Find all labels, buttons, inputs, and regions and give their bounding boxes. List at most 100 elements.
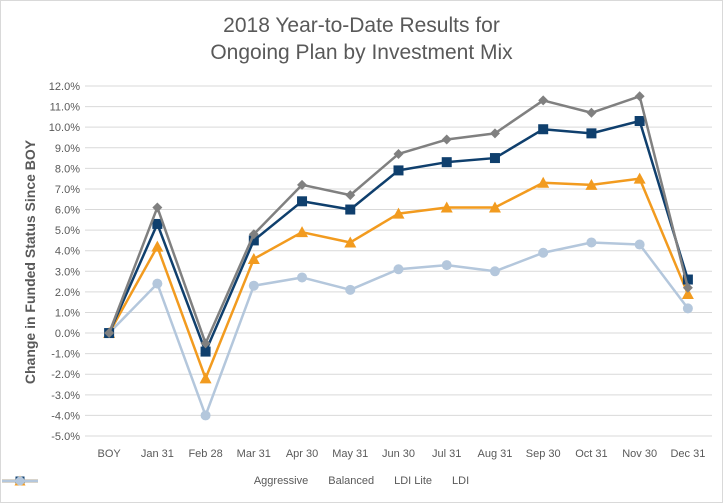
y-tick-label: 5.0% [55,225,80,237]
data-point-ldi-lite [537,176,550,188]
x-tick-label: Mar 31 [237,448,271,460]
data-point-ldi [393,264,404,275]
y-tick-label: 2.0% [55,287,80,299]
x-tick-label: Feb 28 [188,448,222,460]
y-tick-label: 12.0% [49,81,80,93]
data-point-ldi [634,239,645,250]
x-tick-labels: BOY Jan 31 Feb 28 Mar 31 Apr 30 May 31 Jun 30 J… [97,448,705,460]
x-tick-label: Jan 31 [141,448,174,460]
chart-subtitle: Ongoing Plan by Investment Mix [210,41,513,64]
data-point-ldi-lite [681,287,694,299]
y-tick-label: 6.0% [55,205,80,217]
data-point-balanced [682,274,693,285]
data-point-balanced [248,235,259,246]
legend-label: Balanced [328,475,375,487]
series-aggressive [104,91,693,349]
data-point-balanced [393,165,404,176]
y-tick-label: 1.0% [55,307,80,319]
x-tick-label: Jun 30 [382,448,415,460]
data-point-aggressive [682,282,693,293]
x-tick-label: May 31 [332,448,368,460]
data-point-aggressive [393,148,404,159]
legend-label: LDI [452,475,470,487]
x-tick-label: Nov 30 [622,448,657,460]
series-balanced [104,116,693,357]
legend-swatch-ldi [2,476,38,486]
data-point-balanced [441,157,452,168]
x-tick-label: Oct 31 [575,448,607,460]
chart-legend: Aggressive Balanced LDI Lite LDI [0,475,723,487]
data-point-ldi-lite [488,201,501,213]
y-tick-label: 0.0% [55,328,80,340]
data-point-balanced [297,196,308,207]
chart-title-block: 2018 Year-to-Date Results for Ongoing Pl… [0,12,723,66]
data-point-ldi-lite [151,240,164,252]
data-point-aggressive [634,91,645,102]
legend-item-ldi: LDI [2,475,470,487]
data-point-ldi-lite [633,172,646,184]
x-tick-label: Apr 30 [286,448,318,460]
data-point-ldi [586,237,597,248]
data-point-balanced [538,124,549,135]
y-tick-label: -1.0% [51,349,80,361]
data-point-aggressive [441,134,452,145]
y-tick-label: 10.0% [49,122,80,134]
data-point-ldi [682,303,693,314]
data-point-balanced [634,116,645,126]
data-point-aggressive [345,190,356,201]
data-point-ldi [441,260,452,271]
data-point-ldi-lite [247,252,260,264]
data-point-ldi-lite [440,201,453,213]
data-point-ldi [248,280,259,291]
data-point-ldi-lite [585,178,598,190]
chart-title: 2018 Year-to-Date Results for [223,14,500,37]
data-point-ldi [489,266,500,277]
data-point-aggressive [538,95,549,106]
data-point-aggressive [104,328,115,339]
legend-item-aggressive: Aggressive [2,475,308,487]
data-point-aggressive [489,128,500,139]
series-ldi [104,237,693,421]
data-point-ldi [200,410,211,421]
y-tick-label: -3.0% [51,390,80,402]
x-tick-label: BOY [97,448,121,460]
legend-item-ldi-lite: LDI Lite [2,475,433,487]
data-point-ldi [345,284,356,295]
x-tick-label: Sep 30 [526,448,561,460]
x-tick-label: Dec 31 [670,448,705,460]
y-tick-label: 8.0% [55,163,80,175]
y-tick-label: -5.0% [51,431,80,443]
data-point-aggressive [200,338,211,349]
series-ldi-lite [103,172,694,384]
data-point-balanced [586,128,597,139]
x-tick-label: Jul 31 [432,448,461,460]
series-line-aggressive [107,95,690,345]
data-point-ldi [538,247,549,258]
data-point-balanced [489,153,500,164]
data-point-ldi [297,272,308,283]
x-tick-label: Aug 31 [478,448,513,460]
data-point-ldi-lite [199,372,212,384]
y-tick-labels: -5.0% -4.0% -3.0% -2.0% -1.0% 0.0% 1.0% 2.0% 3.0… [49,81,80,443]
data-point-balanced [200,346,211,357]
legend-label: LDI Lite [394,475,433,487]
y-tick-label: 11.0% [50,102,81,114]
data-point-aggressive [297,179,308,190]
data-point-aggressive [248,229,259,240]
y-tick-label: 4.0% [55,246,80,258]
y-tick-label: 9.0% [55,143,80,155]
data-point-ldi-lite [344,236,357,248]
data-point-aggressive [586,107,597,118]
data-point-ldi [152,278,163,289]
data-point-ldi-lite [392,207,405,219]
y-tick-label: -4.0% [51,410,80,422]
data-point-balanced [345,204,356,215]
data-point-aggressive [152,202,163,213]
data-point-ldi-lite [296,226,309,238]
y-tick-label: 7.0% [55,184,80,196]
y-tick-label: -2.0% [51,369,80,381]
y-tick-label: 3.0% [55,266,80,278]
legend-item-balanced: Balanced [2,475,375,487]
